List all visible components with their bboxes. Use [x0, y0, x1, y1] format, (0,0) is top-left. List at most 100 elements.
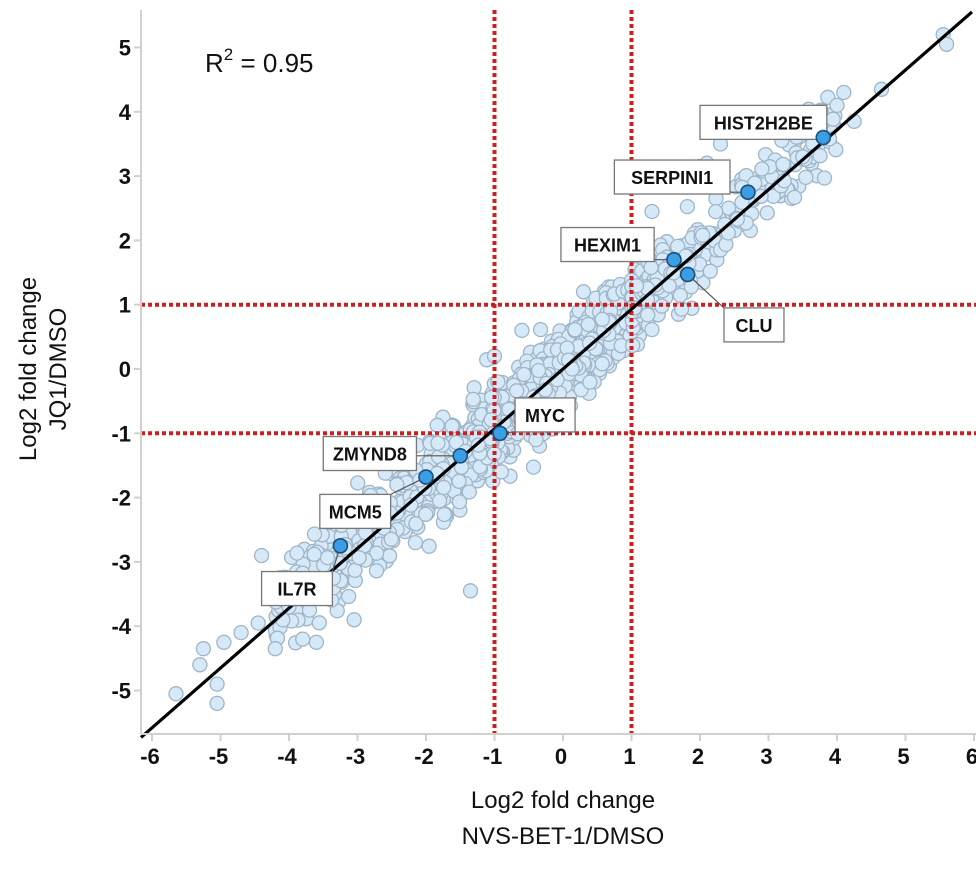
highlighted-point — [452, 448, 469, 464]
highlighted-point — [740, 184, 756, 200]
data-point — [490, 374, 506, 390]
x-tick-label: 1 — [623, 744, 635, 769]
y-tick-label: 5 — [119, 36, 131, 61]
data-point — [798, 169, 814, 186]
x-axis-title-line2: NVS-BET-1/DMSO — [462, 823, 665, 850]
gene-annotation-hist2h2be: HIST2H2BE — [699, 104, 832, 146]
regression-line — [139, 10, 974, 739]
data-point — [829, 97, 845, 114]
x-tick-label: -4 — [277, 744, 297, 769]
data-point — [644, 203, 660, 220]
data-point — [436, 506, 452, 523]
data-point — [694, 227, 711, 243]
data-point — [192, 657, 208, 673]
y-tick-label: 2 — [119, 228, 131, 253]
y-tick-label: -3 — [111, 550, 131, 575]
r-squared-annotation: R2 = 0.95 — [205, 45, 313, 78]
y-tick-label: 1 — [119, 293, 131, 318]
gene-label-box — [514, 397, 576, 433]
data-point — [436, 479, 452, 496]
x-tick-label: -5 — [209, 744, 229, 769]
x-tick-label: 4 — [829, 744, 842, 769]
x-tick-label: -2 — [414, 744, 434, 769]
data-point — [368, 545, 385, 561]
gene-label-box — [322, 435, 418, 472]
data-point — [644, 321, 660, 338]
gene-annotation-mcm5: MCM5 — [319, 469, 434, 530]
data-point — [195, 641, 212, 657]
data-point — [708, 203, 724, 220]
data-point — [643, 259, 659, 276]
gene-label-box — [613, 159, 731, 195]
data-point — [532, 321, 549, 338]
data-point — [836, 84, 852, 101]
axes: -6 -5 -4 -3 -2 -1 0 1 2 3 4 5 6 -5 -4 -3 -2 -1 0 1 2 3 4 5 — [111, 10, 976, 769]
x-tick-label: 5 — [897, 744, 909, 769]
data-point — [250, 615, 266, 631]
data-point — [407, 534, 424, 551]
data-point — [702, 263, 718, 279]
x-tick-label: 6 — [966, 744, 976, 769]
data-point — [319, 550, 336, 566]
regression-line — [139, 10, 974, 739]
y-tick-label: -5 — [111, 679, 131, 704]
gene-annotation-hexim1: HEXIM1 — [560, 226, 682, 268]
highlighted-point — [418, 469, 434, 485]
highlighted-point — [332, 538, 349, 554]
data-point — [775, 156, 791, 172]
data-point — [308, 634, 325, 650]
data-point — [403, 497, 419, 513]
x-axis-title-line1: Log2 fold change — [471, 787, 655, 814]
data-point — [509, 383, 525, 399]
data-point — [812, 148, 828, 164]
data-point — [233, 624, 249, 641]
data-point — [421, 538, 437, 554]
y-tick-label: -2 — [111, 486, 131, 511]
gene-annotation-zmynd8: ZMYND8 — [322, 435, 469, 472]
gene-label: CLU — [735, 316, 772, 336]
data-point — [444, 418, 460, 434]
data-point — [580, 316, 596, 333]
x-tick-label: -1 — [483, 744, 503, 769]
data-point — [465, 391, 481, 408]
data-point — [516, 366, 532, 383]
data-point — [816, 170, 833, 186]
y-axis-title-line2: JQ1/DMSO — [45, 308, 72, 431]
data-point — [461, 484, 477, 500]
data-point — [289, 545, 305, 561]
data-point — [938, 36, 955, 52]
data-point — [594, 311, 610, 327]
y-tick-label: 4 — [119, 100, 132, 125]
gene-label-box — [560, 226, 655, 263]
gene-label-box — [260, 570, 334, 607]
data-point — [429, 417, 445, 433]
data-point — [594, 356, 610, 372]
leader-line — [687, 274, 725, 309]
data-point — [295, 631, 311, 647]
x-tick-label: 2 — [692, 744, 704, 769]
data-point — [462, 583, 479, 599]
data-point — [679, 198, 696, 215]
data-point — [216, 634, 232, 650]
gene-label-box — [723, 307, 785, 343]
gene-label: HIST2H2BE — [714, 113, 813, 133]
data-point — [582, 374, 598, 390]
threshold-lines — [141, 10, 976, 734]
data-point — [640, 307, 656, 323]
highlighted-point — [815, 129, 832, 146]
data-point — [346, 612, 362, 628]
y-tick-label: -4 — [111, 614, 131, 639]
data-point — [311, 615, 327, 631]
data-point — [525, 459, 542, 475]
gene-label: IL7R — [277, 580, 316, 600]
data-point — [306, 546, 322, 563]
data-point — [451, 494, 468, 510]
data-point — [341, 588, 357, 605]
data-point — [825, 111, 841, 127]
data-point — [530, 362, 547, 379]
data-point — [168, 686, 184, 702]
gene-label: ZMYND8 — [333, 445, 407, 465]
axis-titles: R2 = 0.95 Log2 fold change NVS-BET-1/DMS… — [15, 45, 664, 850]
x-tick-label: 3 — [760, 744, 772, 769]
